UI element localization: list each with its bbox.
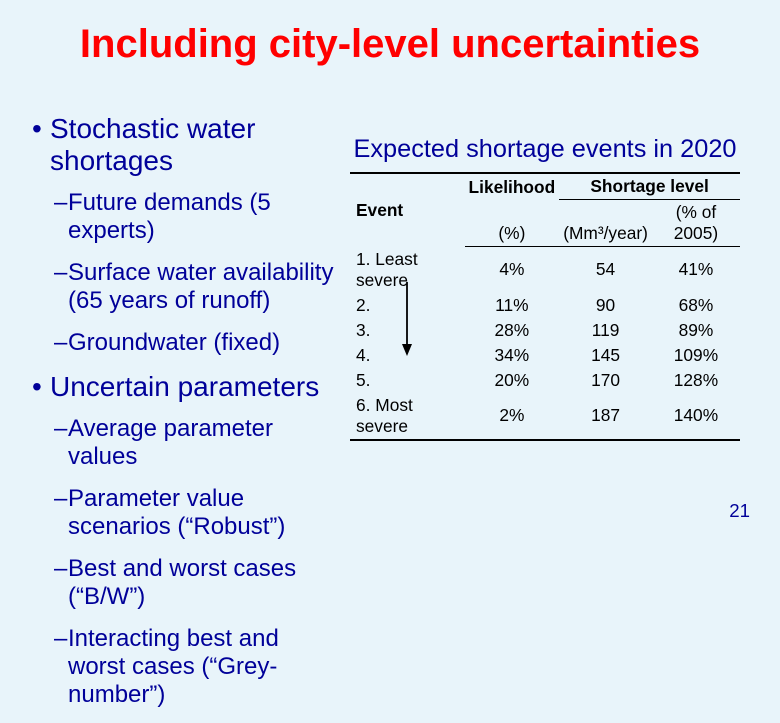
cell-mm3: 54: [559, 247, 652, 293]
bullet-sub: Interacting best and worst cases (“Grey-…: [54, 625, 340, 709]
cell-event-label: 3.: [356, 320, 370, 340]
col-event: Event: [350, 173, 465, 247]
bullet-main: Stochastic water shortages: [32, 113, 340, 177]
col-shortage-unit1: (Mm³/year): [559, 200, 652, 247]
cell-pct: 89%: [652, 318, 740, 343]
page-number: 21: [729, 500, 750, 522]
cell-likelihood: 11%: [465, 293, 560, 318]
col-shortage-unit2: (% of 2005): [652, 200, 740, 247]
slide-title: Including city-level uncertainties: [0, 0, 780, 67]
cell-mm3: 187: [559, 393, 652, 440]
table-row: 6. Most severe 2% 187 140%: [350, 393, 740, 440]
table-column: Expected shortage events in 2020 Event L…: [340, 107, 760, 723]
cell-likelihood: 4%: [465, 247, 560, 293]
bullet-list-column: Stochastic water shortages Future demand…: [0, 107, 340, 723]
col-shortage: Shortage level: [559, 173, 740, 200]
bullet-sub: Average parameter values: [54, 415, 340, 471]
severity-arrow-icon: [401, 280, 413, 356]
table-caption: Expected shortage events in 2020: [350, 135, 740, 164]
bullet-sub: Groundwater (fixed): [54, 329, 340, 357]
cell-pct: 128%: [652, 368, 740, 393]
cell-pct: 68%: [652, 293, 740, 318]
cell-likelihood: 20%: [465, 368, 560, 393]
bullet-sub: Future demands (5 experts): [54, 189, 340, 245]
cell-mm3: 170: [559, 368, 652, 393]
bullet-main: Uncertain parameters: [32, 371, 340, 403]
col-likelihood: Likelihood: [465, 173, 560, 200]
cell-likelihood: 2%: [465, 393, 560, 440]
table-row: 5. 20% 170 128%: [350, 368, 740, 393]
cell-event: 3.: [350, 318, 465, 343]
cell-mm3: 119: [559, 318, 652, 343]
cell-mm3: 145: [559, 343, 652, 368]
col-likelihood-unit: (%): [465, 200, 560, 247]
cell-pct: 140%: [652, 393, 740, 440]
cell-pct: 109%: [652, 343, 740, 368]
bullet-sub: Parameter value scenarios (“Robust”): [54, 485, 340, 541]
table-row: 3. 28% 119 89%: [350, 318, 740, 343]
cell-mm3: 90: [559, 293, 652, 318]
bullet-sub: Surface water availability (65 years of …: [54, 259, 340, 315]
cell-pct: 41%: [652, 247, 740, 293]
cell-likelihood: 28%: [465, 318, 560, 343]
content-area: Stochastic water shortages Future demand…: [0, 107, 780, 723]
cell-event: 5.: [350, 368, 465, 393]
cell-event: 6. Most severe: [350, 393, 465, 440]
bullet-sub: Best and worst cases (“B/W”): [54, 555, 340, 611]
shortage-table: Event Likelihood Shortage level (%) (Mm³…: [350, 172, 740, 441]
cell-likelihood: 34%: [465, 343, 560, 368]
